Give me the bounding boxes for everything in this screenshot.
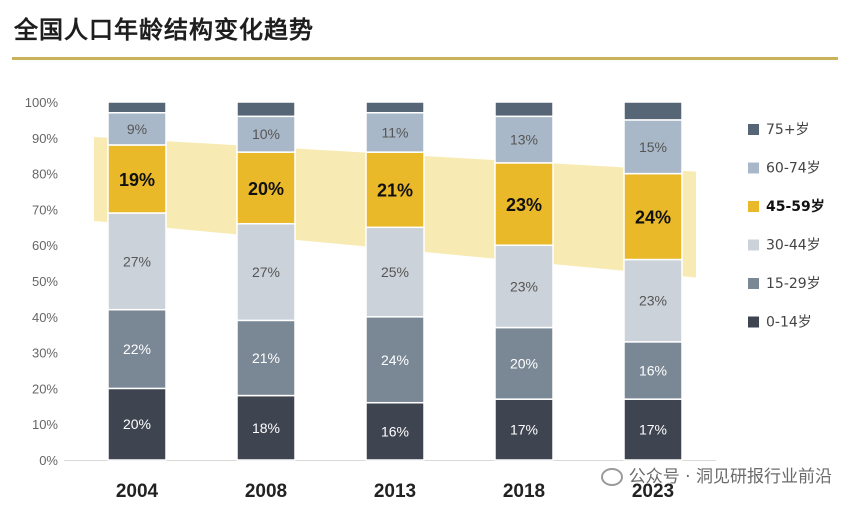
bar-segment: [236, 394, 296, 461]
bar-segment: [107, 144, 167, 214]
y-tick-label: 90%: [32, 131, 58, 146]
y-tick-label: 80%: [32, 167, 58, 182]
legend-swatch: [748, 124, 759, 135]
bar-segment: [107, 212, 167, 311]
legend-swatch: [748, 162, 759, 174]
x-tick-label: 2004: [116, 481, 159, 502]
legend-label: 75+岁: [766, 122, 810, 138]
bar-segment: [236, 319, 296, 397]
legend-label: 45-59岁: [766, 198, 825, 215]
legend-swatch: [748, 278, 759, 289]
data-label: 9%: [127, 121, 147, 137]
bar-segment: [236, 115, 296, 153]
bar-segment: [494, 326, 554, 400]
data-label: 21%: [252, 350, 280, 366]
y-tick-label: 30%: [32, 346, 58, 361]
data-label: 23%: [506, 195, 542, 215]
bar-segment: [365, 226, 425, 318]
data-label: 10%: [252, 126, 280, 142]
x-tick-label: 2013: [374, 481, 416, 502]
y-tick-label: 50%: [32, 274, 58, 289]
legend-label: 60-74岁: [766, 161, 821, 177]
data-label: 23%: [639, 293, 667, 309]
bar-segment: [365, 316, 425, 404]
legend-label: 15-29岁: [766, 276, 821, 292]
bar-segment: [623, 258, 683, 343]
bar-segment: [365, 151, 425, 229]
data-label: 11%: [382, 124, 409, 140]
watermark-text: 公众号 · 洞见研报行业前沿: [628, 467, 832, 487]
y-tick-label: 40%: [32, 310, 58, 325]
data-label: 20%: [123, 416, 151, 432]
data-label: 16%: [639, 363, 667, 379]
data-label: 20%: [510, 355, 538, 371]
bar-segment: [107, 101, 167, 114]
bar-segment: [236, 222, 296, 322]
bar-segment: [107, 387, 167, 461]
data-label: 16%: [381, 423, 409, 439]
bar-segment: [236, 151, 296, 225]
title-divider: [12, 57, 838, 60]
bar-segment: [623, 172, 683, 261]
data-label: 13%: [510, 132, 538, 148]
bar-segment: [494, 244, 554, 329]
y-tick-label: 10%: [32, 417, 58, 432]
data-label: 24%: [381, 352, 409, 368]
data-label: 20%: [248, 179, 284, 199]
bar-segment: [494, 101, 554, 118]
data-label: 27%: [252, 264, 280, 280]
bar-segment: [236, 101, 296, 118]
legend-swatch: [748, 316, 759, 328]
wechat-icon: [600, 468, 623, 486]
y-tick-label: 60%: [32, 238, 58, 253]
data-label: 17%: [510, 422, 538, 438]
bar-segment: [365, 401, 425, 461]
y-tick-label: 0%: [39, 453, 58, 468]
x-tick-label: 2018: [503, 481, 545, 502]
y-tick-label: 20%: [32, 381, 58, 396]
legend-label: 0-14岁: [766, 315, 812, 331]
bar-segment: [107, 111, 167, 146]
bar-segment: [365, 101, 425, 114]
legend-swatch: [748, 239, 759, 251]
legend-label: 30-44岁: [766, 238, 821, 254]
y-tick-label: 70%: [32, 202, 58, 217]
data-label: 18%: [252, 420, 280, 436]
bar-segment: [623, 101, 683, 121]
x-tick-label: 2023: [632, 481, 674, 502]
y-tick-label: 100%: [25, 95, 59, 110]
x-tick-label: 2008: [245, 481, 287, 502]
watermark: 公众号 · 洞见研报行业前沿: [600, 462, 832, 487]
data-label: 22%: [123, 341, 151, 357]
data-label: 24%: [635, 208, 671, 228]
data-label: 19%: [119, 170, 155, 190]
data-label: 17%: [639, 422, 667, 438]
legend-swatch: [748, 201, 759, 212]
data-label: 23%: [510, 278, 538, 294]
data-label: 15%: [639, 139, 667, 155]
data-label: 21%: [377, 181, 413, 201]
data-label: 25%: [381, 264, 409, 280]
chart-title: 全国人口年龄结构变化趋势: [14, 16, 314, 44]
data-label: 27%: [123, 253, 151, 269]
